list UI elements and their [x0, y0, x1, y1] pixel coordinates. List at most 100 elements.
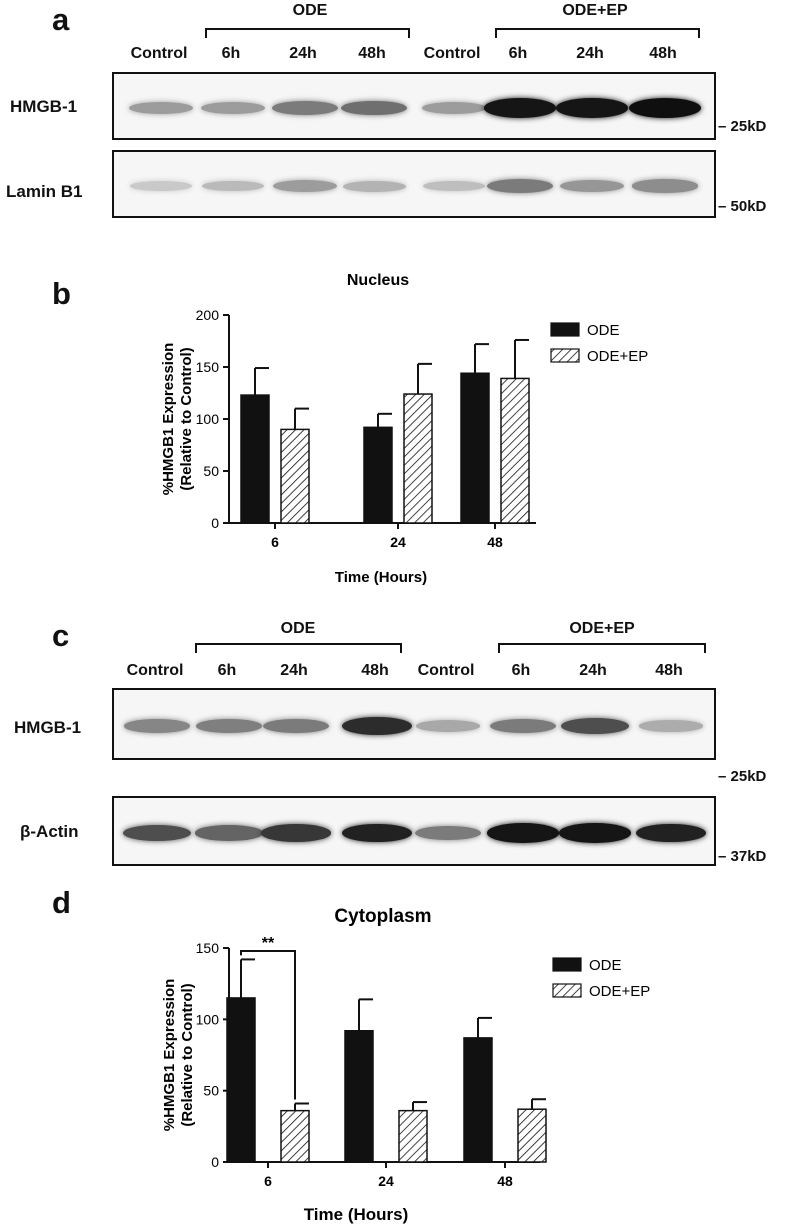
bar	[226, 997, 256, 1163]
marker-label: 25kD	[730, 768, 767, 785]
bar	[517, 1108, 547, 1163]
bar	[344, 1029, 374, 1163]
legend-swatch	[550, 322, 580, 337]
legend-swatch	[550, 348, 580, 363]
blot-hmgb1-c	[112, 688, 716, 760]
blot-band	[340, 100, 408, 116]
blot-band	[261, 824, 331, 842]
lane-label: Control	[423, 45, 481, 62]
x-tick-label: 48	[487, 534, 503, 550]
group-bracket-ode-a	[205, 28, 410, 38]
blot-band	[559, 823, 631, 843]
marker-25kd-a: – 25kD	[718, 118, 767, 135]
lane-label: Control	[130, 45, 188, 62]
lane-label: 24h	[576, 45, 604, 62]
row-label-hmgb1-c: HMGB-1	[14, 718, 82, 737]
blot-band	[416, 720, 480, 732]
y-tick-label: 100	[196, 1011, 220, 1027]
lane-label: 6h	[217, 662, 237, 679]
bar	[403, 393, 433, 524]
group-label-ode-ep-a: ODE+EP	[562, 2, 628, 19]
blot-band	[559, 179, 625, 193]
blot-band	[635, 823, 707, 843]
row-label-hmgb1-a: HMGB-1	[10, 97, 78, 116]
group-bracket-ode-ep-a	[495, 28, 700, 38]
group-bracket-ode-c	[195, 643, 402, 653]
y-tick-label: 150	[196, 940, 220, 956]
legend-label: ODE	[589, 957, 622, 974]
bar	[280, 428, 310, 524]
x-tick-label: 6	[271, 534, 279, 550]
panel-letter-c: c	[52, 618, 70, 653]
panel-letter-d: d	[52, 885, 71, 920]
legend-label: ODE+EP	[589, 983, 650, 1000]
lane-label: 6h	[511, 662, 531, 679]
chart-title: Nucleus	[347, 272, 409, 289]
blot-band	[263, 719, 329, 733]
legend-label: ODE	[587, 322, 620, 339]
legend-swatch	[552, 957, 582, 972]
lane-label: Control	[417, 662, 475, 679]
blot-band	[195, 825, 263, 841]
x-tick-label: 48	[497, 1173, 513, 1189]
row-label-laminb1-a: Lamin B1	[6, 182, 83, 201]
y-tick-label: 150	[196, 359, 220, 375]
blot-band	[421, 101, 487, 115]
bar	[280, 1109, 310, 1163]
bar	[398, 1109, 428, 1163]
lane-label: 48h	[649, 45, 677, 62]
lane-label: 48h	[358, 45, 386, 62]
blot-band	[196, 719, 262, 733]
group-label-ode-a: ODE	[292, 2, 328, 19]
marker-37kd-c: – 37kD	[718, 848, 767, 865]
legend-label: ODE+EP	[587, 348, 648, 365]
row-label-beta-actin-c: β-Actin	[20, 822, 79, 841]
blot-band	[342, 180, 406, 192]
lane-label: 6h	[221, 45, 241, 62]
blot-band	[201, 180, 265, 192]
x-tick-label: 24	[378, 1173, 394, 1189]
lane-label: 24h	[280, 662, 308, 679]
significance-bracket	[240, 950, 296, 1100]
legend-swatch	[552, 983, 582, 998]
blot-band	[632, 179, 698, 193]
x-tick-label: 6	[264, 1173, 272, 1189]
y-tick-label: 0	[211, 515, 219, 531]
chart-title: Cytoplasm	[334, 906, 431, 927]
marker-label: 37kD	[730, 848, 767, 865]
blot-hmgb1-a	[112, 72, 716, 140]
blot-band	[128, 101, 194, 115]
lane-label: 24h	[289, 45, 317, 62]
bar	[500, 377, 530, 524]
y-axis-label: %HMGB1 Expression(Relative to Control)	[161, 979, 196, 1132]
blot-band	[130, 181, 192, 191]
chart-nucleus: Nucleus 0 50 100 150 200 %HMGB1 Expression(Rel…	[160, 272, 648, 586]
blot-band	[200, 101, 266, 115]
marker-50kd-a: – 50kD	[718, 198, 767, 215]
bar	[240, 394, 270, 524]
group-label-ode-c: ODE	[280, 620, 316, 637]
x-axis-label: Time (Hours)	[335, 569, 427, 586]
blot-band	[272, 101, 338, 115]
lane-label: Control	[126, 662, 184, 679]
panel-letter-a: a	[52, 2, 70, 37]
y-tick-label: 100	[196, 411, 220, 427]
group-bracket-ode-ep-c	[498, 643, 706, 653]
significance-label: **	[262, 935, 275, 952]
y-tick-label: 200	[196, 307, 220, 323]
bar	[363, 426, 393, 524]
y-tick-label: 0	[211, 1154, 219, 1170]
blot-band	[629, 98, 701, 118]
blot-beta-actin-c	[112, 796, 716, 866]
blot-laminb1-a	[112, 150, 716, 218]
marker-label: 25kD	[730, 118, 767, 135]
marker-25kd-c: – 25kD	[718, 768, 767, 785]
y-tick-label: 50	[203, 1083, 219, 1099]
chart-cytoplasm: Cytoplasm 0 50 100 150 %HMGB1 Expression(Rela…	[161, 906, 650, 1224]
x-axis-label: Time (Hours)	[304, 1205, 409, 1224]
bar	[463, 1037, 493, 1163]
lane-label: 48h	[655, 662, 683, 679]
blot-band	[560, 717, 630, 735]
blot-band	[484, 98, 556, 118]
blot-band	[422, 180, 486, 192]
